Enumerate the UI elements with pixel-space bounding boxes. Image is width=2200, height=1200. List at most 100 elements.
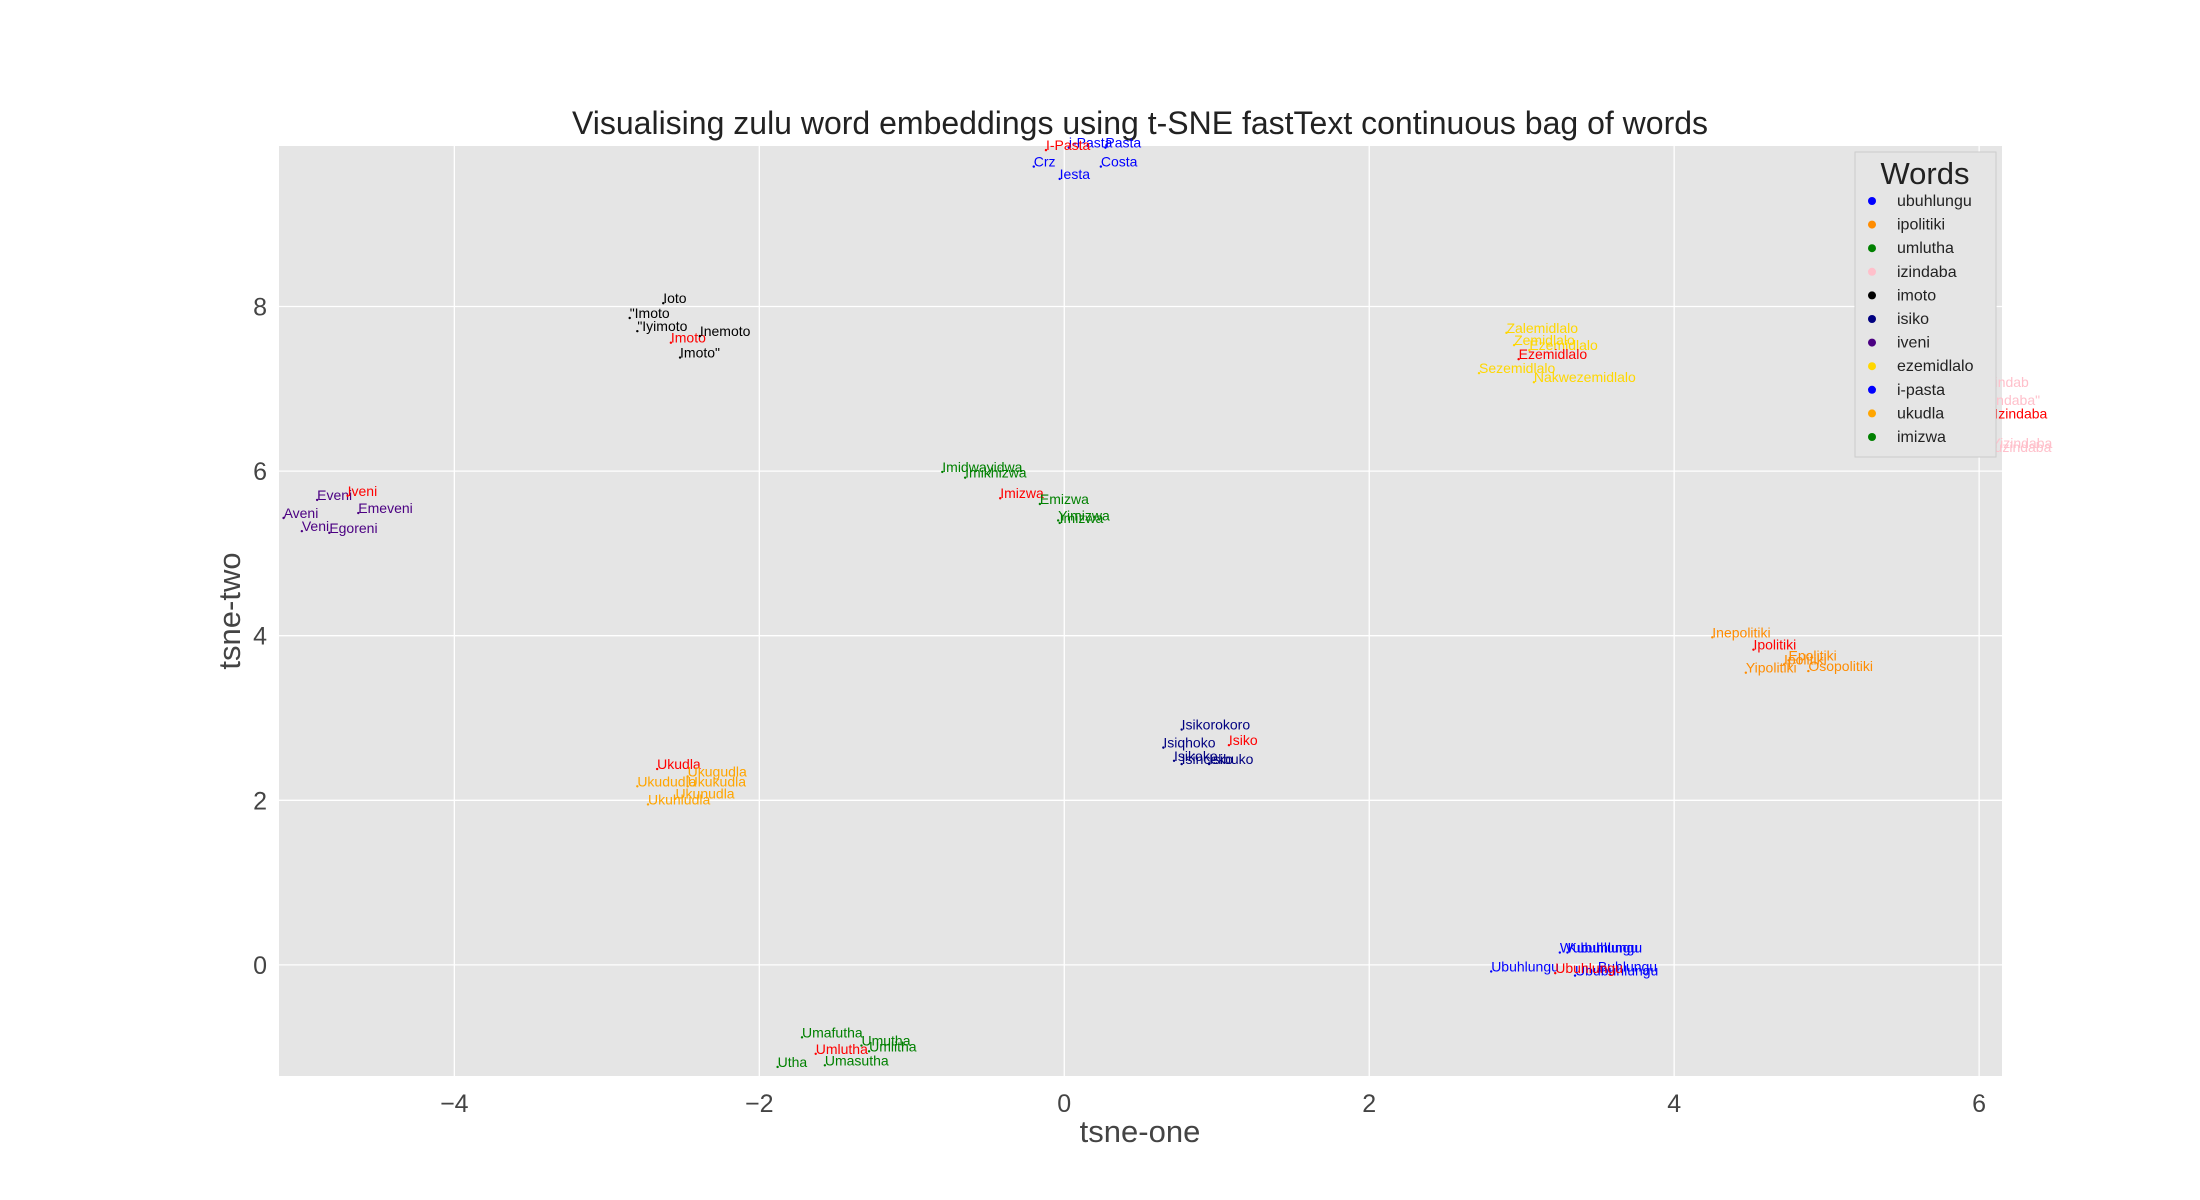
data-point (1573, 974, 1577, 977)
point-label: Ezemidlalo (1529, 337, 1598, 353)
legend-marker (1868, 197, 1876, 205)
point-label: Zalemidlalo (1506, 320, 1578, 336)
data-point (963, 476, 967, 479)
data-point (1056, 519, 1060, 522)
point-label: Aveni (284, 505, 319, 521)
point-label: Isinceko (1182, 751, 1234, 767)
point-label: Isiqhoko (1163, 735, 1215, 751)
point-label: Isikoko (1174, 748, 1218, 764)
legend-entry: i-pasta (1897, 382, 1945, 399)
legend-entry: iveni (1897, 335, 1930, 352)
point-label: Eveni (317, 487, 352, 503)
data-point (686, 775, 689, 778)
data-point (328, 531, 331, 535)
data-point (655, 767, 659, 771)
point-label: Izindaba (1994, 405, 2047, 421)
data-point (867, 1050, 871, 1053)
point-label: Egoreni (329, 520, 377, 536)
data-point (941, 470, 944, 474)
point-label: "Imoto (630, 305, 670, 321)
data-point (300, 529, 304, 533)
point-label: Utha (778, 1054, 808, 1070)
point-label: Isibuko (1209, 751, 1254, 767)
data-point (1528, 348, 1531, 352)
point-label: Iveni (348, 483, 378, 499)
data-point (1558, 951, 1562, 954)
legend-entry: ezemidlalo (1897, 358, 1974, 375)
chart-title: Visualising zulu word embeddings using t… (572, 105, 1708, 141)
data-point (814, 1052, 817, 1055)
data-point (678, 356, 682, 359)
data-point (1512, 343, 1516, 347)
data-point (636, 785, 639, 788)
x-tick-label: 4 (1667, 1090, 1681, 1118)
data-point (1752, 648, 1755, 651)
legend-marker (1868, 362, 1876, 371)
x-tick-label: 6 (1972, 1090, 1986, 1118)
data-point (669, 341, 673, 344)
x-axis-ticks: −4 −2 0 2 4 6 (440, 1090, 1986, 1118)
point-label: Yipolitiki (1746, 660, 1797, 676)
data-point (1207, 762, 1211, 766)
x-tick-label: −2 (745, 1090, 774, 1118)
legend-marker (1868, 291, 1876, 300)
data-point (636, 329, 639, 333)
point-label: Imidwayidwa (942, 459, 1022, 475)
point-label: Emizwa (1040, 491, 1089, 507)
point-label: Ezemidlalo (1519, 346, 1588, 362)
series-ipolitiki: InepolitikiIpolitikiEpolitikiIpolitikiYi… (1711, 624, 1873, 676)
point-label: Ukudla (657, 756, 701, 772)
point-label: I-Pasta (1046, 137, 1091, 153)
data-point (315, 498, 319, 502)
point-label: Veni (302, 518, 329, 534)
legend-entry: imizwa (1897, 429, 1946, 446)
data-point (1744, 671, 1748, 674)
legend-entry: ubuhlungu (1897, 193, 1972, 210)
point-label: Pasta (1105, 135, 1141, 151)
point-label: Isikorokoro (1182, 717, 1251, 733)
data-point (823, 1064, 827, 1067)
legend-title: Words (1880, 156, 1969, 191)
data-point (1505, 331, 1508, 335)
point-label: Izindaba" (1982, 392, 2040, 408)
data-point (1532, 381, 1536, 384)
data-point (674, 797, 677, 800)
point-label: Inepolitiki (1712, 624, 1770, 640)
point-label: Kubuhlungu (1567, 940, 1642, 956)
legend-entry: umlutha (1897, 240, 1954, 257)
data-point (1477, 371, 1481, 375)
point-label: Epolitiki (1789, 647, 1837, 663)
point-label: i-Pasta (1069, 135, 1113, 151)
point-label: Ukukudla (688, 773, 747, 789)
data-point (860, 1044, 863, 1047)
data-point (628, 316, 631, 320)
legend-entry: ukudla (1897, 405, 1944, 422)
x-axis-label: tsne-one (1080, 1114, 1201, 1149)
data-point (1044, 148, 1048, 152)
legend-marker (1868, 244, 1876, 253)
data-point (662, 301, 665, 305)
y-tick-label: 0 (253, 952, 267, 980)
data-point (1099, 165, 1103, 168)
data-point (1566, 951, 1569, 954)
data-point (1711, 636, 1714, 639)
point-label: Osopolitiki (1808, 658, 1873, 674)
point-label: Yizindaba (1991, 435, 2052, 451)
y-axis-ticks: 0 2 4 6 8 (253, 293, 267, 979)
point-label: Nakwezemidlalo (1534, 369, 1636, 385)
y-axis-label: tsne-two (212, 552, 247, 669)
point-label: Umafutha (802, 1024, 863, 1040)
data-point (1782, 663, 1786, 666)
point-label: Umlutha (816, 1041, 868, 1057)
point-label: Wubuhlungu (1560, 940, 1638, 956)
data-point (1227, 743, 1231, 747)
point-label: Iesta (1060, 166, 1091, 182)
data-point (282, 516, 285, 520)
data-point (1489, 970, 1493, 973)
point-label: Imizwa (1000, 485, 1044, 501)
